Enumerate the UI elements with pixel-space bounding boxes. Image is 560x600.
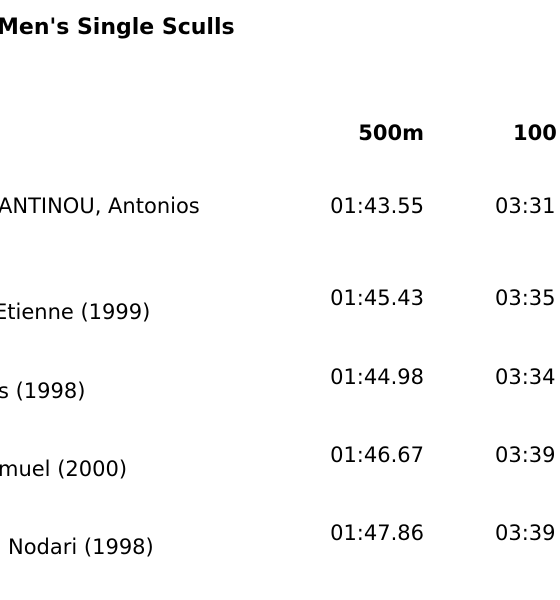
column-header: 500m	[358, 121, 424, 145]
page-title: Men's Single Sculls	[0, 15, 235, 40]
split-500m: 01:44.98	[330, 365, 424, 389]
split-1000m: 03:34	[495, 365, 556, 389]
split-1000m: 03:39	[495, 443, 556, 467]
split-500m: 01:45.43	[330, 286, 424, 310]
split-1000m: 03:31	[495, 194, 556, 218]
split-1000m: 03:39	[495, 521, 556, 545]
split-1000m: 03:35	[495, 286, 556, 310]
split-500m: 01:46.67	[330, 443, 424, 467]
rower-name: Nodari (1998)	[8, 535, 154, 559]
rower-name: muel (2000)	[0, 457, 128, 481]
column-header: 100	[513, 121, 557, 145]
rower-name: s (1998)	[0, 379, 86, 403]
split-500m: 01:43.55	[330, 194, 424, 218]
rower-name: Etienne (1999)	[0, 300, 151, 324]
rower-name: ANTINOU, Antonios	[0, 194, 200, 218]
split-500m: 01:47.86	[330, 521, 424, 545]
